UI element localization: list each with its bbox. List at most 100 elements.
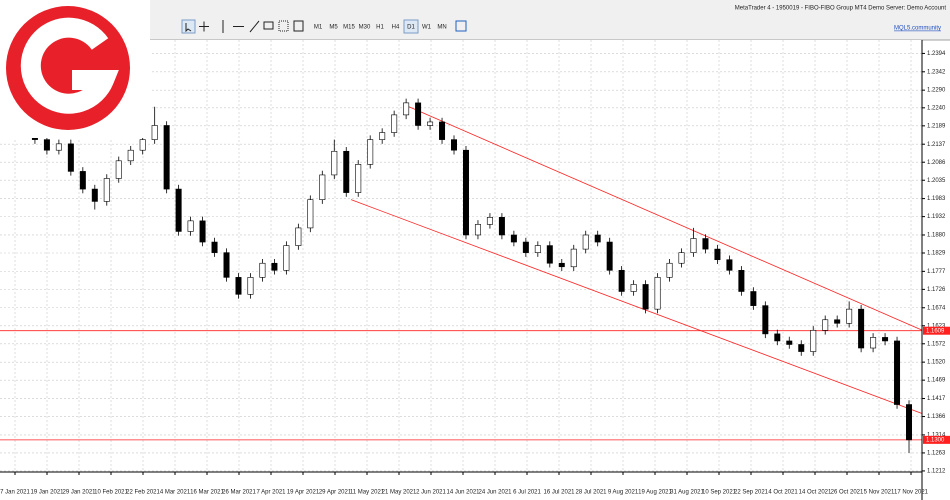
candle-body <box>666 262 673 278</box>
candle-body <box>271 262 278 271</box>
x-tick-label: 19 Jan 2021 <box>30 490 64 496</box>
cursor-icon <box>185 23 192 33</box>
x-tick-label: 22 Feb 2021 <box>126 490 160 496</box>
timeframe-button[interactable]: H1 <box>376 25 384 31</box>
timeframe-button[interactable]: MN <box>437 25 446 31</box>
y-tick-label: 1.2035 <box>927 178 946 184</box>
timeframe-button[interactable]: M30 <box>359 25 371 31</box>
candle-body <box>451 139 458 151</box>
text-tool[interactable] <box>263 21 274 30</box>
x-tick-label: 14 Jun 2021 <box>446 490 480 496</box>
x-tick-label: 6 Jul 2021 <box>513 490 541 496</box>
y-tick-label: 1.2189 <box>927 123 946 129</box>
candle-body <box>307 199 314 229</box>
trendline-tool[interactable] <box>249 20 260 33</box>
candle-body <box>355 164 362 193</box>
candle-body <box>283 245 290 271</box>
candle-body <box>798 344 805 352</box>
candle-body <box>403 102 410 116</box>
candle-body <box>690 238 697 253</box>
candle-body <box>678 252 685 264</box>
x-tick-label: 29 Jan 2021 <box>62 490 96 496</box>
x-tick-label: 14 Oct 2021 <box>799 490 832 496</box>
x-tick-label: 7 Jan 2021 <box>0 490 30 496</box>
candle-body <box>55 143 62 151</box>
candle-body <box>882 337 889 342</box>
candle-body <box>558 262 565 268</box>
candle-body <box>79 171 86 190</box>
candle-body <box>295 227 302 246</box>
cursor-tool[interactable] <box>181 19 196 34</box>
y-tick-label: 1.1212 <box>927 469 946 475</box>
drawing-tools[interactable] <box>181 19 467 34</box>
price-level-label: 1.1609 <box>926 328 945 334</box>
x-tick-label: 2 Jun 2021 <box>416 490 446 496</box>
x-tick-label: 28 Jul 2021 <box>575 490 607 496</box>
logo-letter <box>20 17 119 114</box>
y-tick-label: 1.1314 <box>927 432 946 438</box>
candle-body <box>870 337 877 349</box>
y-tick-label: 1.1829 <box>927 251 946 257</box>
candle-body <box>606 241 613 271</box>
candle-body <box>199 220 206 243</box>
candle-body <box>151 125 158 140</box>
candle-body <box>810 330 817 352</box>
x-tick-label: 31 Aug 2021 <box>670 490 704 496</box>
timeframe-button[interactable]: M1 <box>314 25 323 31</box>
community-link[interactable]: MQL5.community <box>894 26 941 32</box>
candle-body <box>139 139 146 151</box>
candle-body <box>714 248 721 261</box>
price-level-tag <box>923 435 950 444</box>
x-tick-label: 29 Apr 2021 <box>319 490 352 496</box>
y-tick-label: 1.1932 <box>927 214 946 220</box>
candle-body <box>379 132 386 140</box>
candle-body <box>67 143 74 172</box>
candle-body <box>486 217 493 225</box>
x-tick-label: 4 Mar 2021 <box>160 490 191 496</box>
candle-body <box>391 114 398 133</box>
candle-body <box>235 277 242 295</box>
x-tick-label: 5 Nov 2021 <box>864 490 895 496</box>
broker-logo <box>0 0 150 138</box>
candle-body <box>546 245 553 264</box>
candle-body <box>654 277 661 310</box>
timeframe-button[interactable]: W1 <box>422 25 432 31</box>
y-tick-label: 1.1880 <box>927 233 946 239</box>
timeframe-button[interactable]: M5 <box>329 25 338 31</box>
y-tick-label: 1.2086 <box>927 160 946 166</box>
candle-body <box>906 404 913 441</box>
candle-body <box>774 333 781 342</box>
toolbar <box>0 0 950 40</box>
y-tick-label: 1.1983 <box>927 196 946 202</box>
candle-body <box>163 125 170 190</box>
x-tick-label: 10 Sep 2021 <box>702 490 737 496</box>
candle-body <box>858 308 865 349</box>
x-tick-label: 16 Jul 2021 <box>543 490 575 496</box>
candle-body <box>534 245 541 253</box>
candle-body <box>738 270 745 292</box>
candle-body <box>522 241 529 253</box>
candle-body <box>223 252 230 278</box>
candle-body <box>103 178 110 202</box>
candle-body <box>642 284 649 310</box>
channel-tool[interactable] <box>293 20 304 32</box>
candle-body <box>894 340 901 405</box>
x-tick-label: 16 Mar 2021 <box>190 490 224 496</box>
candle-body <box>846 308 853 324</box>
y-tick-label: 1.1726 <box>927 287 946 293</box>
x-tick-label: 19 Apr 2021 <box>287 490 320 496</box>
fibo-tool[interactable] <box>278 20 289 32</box>
trend-line <box>404 104 923 331</box>
period-tool[interactable] <box>455 20 467 32</box>
timeframe-button[interactable]: M15 <box>343 25 355 31</box>
crosshair-tool[interactable] <box>199 21 209 32</box>
timeframe-button[interactable]: H4 <box>392 25 400 31</box>
candle-body <box>750 291 757 306</box>
x-tick-label: 10 Feb 2021 <box>94 490 128 496</box>
timeframe-button[interactable]: D1 <box>407 25 415 31</box>
y-tick-label: 1.2342 <box>927 69 946 75</box>
candle-body <box>259 262 266 278</box>
candle-body <box>570 248 577 268</box>
x-tick-label: 11 May 2021 <box>350 490 385 496</box>
y-tick-label: 1.2394 <box>927 51 946 57</box>
